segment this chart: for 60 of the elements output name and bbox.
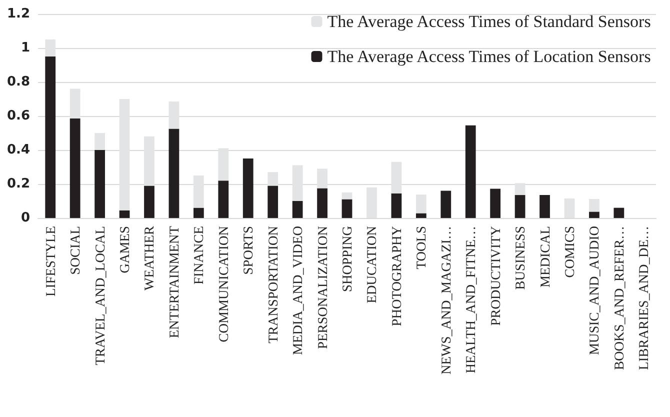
- x-tick-label: PHOTOGRAPHY: [388, 226, 404, 326]
- y-tick-label: 0.6: [6, 108, 30, 124]
- x-tick-label: PRODUCTIVITY: [488, 226, 503, 326]
- y-tick-label: 0.4: [6, 142, 30, 158]
- x-tick-label: TOOLS: [414, 226, 429, 270]
- x-tick-label: ENTERTAINMENT: [166, 225, 182, 338]
- bar: [94, 133, 105, 150]
- bar: [119, 210, 130, 218]
- x-tick-label: MEDICAL: [537, 226, 552, 288]
- bar: [70, 118, 80, 218]
- x-tick-label: TRANSPORTATION: [265, 226, 280, 344]
- bar: [168, 128, 180, 218]
- bar: [589, 212, 600, 218]
- x-tick-label: NEWS_AND_MAGAZI…: [438, 226, 454, 374]
- bar: [490, 188, 501, 218]
- bar: [342, 192, 352, 200]
- bar: [440, 190, 452, 218]
- x-tick-label: FINANCE: [191, 226, 206, 285]
- bar: [589, 198, 600, 212]
- x-tick-label: PERSONALIZATION: [314, 226, 330, 349]
- x-tick-label: TRAVEL_AND_LOCAL: [92, 226, 108, 366]
- x-tick-label: SHOPPING: [340, 226, 354, 292]
- bar: [465, 125, 476, 218]
- bar: [391, 193, 402, 218]
- bar: [193, 208, 204, 218]
- legend-label: The Average Access Times of Standard Sensors: [327, 12, 651, 31]
- y-tick-label: 1.2: [6, 6, 30, 22]
- x-tick-label: MEDIA_AND_VIDEO: [290, 226, 306, 355]
- x-tick-label: LIFESTYLE: [42, 226, 58, 296]
- bar: [416, 213, 426, 218]
- x-tick-label: COMICS: [562, 226, 577, 278]
- x-tick-label: GAMES: [117, 226, 132, 274]
- x-tick-label: MUSIC_AND_AUDIO: [586, 226, 602, 356]
- x-tick-label: BUSINESS: [512, 226, 528, 290]
- y-tick-label: 1: [20, 40, 30, 56]
- x-tick-label: HEALTH_AND_FITNE…: [463, 226, 478, 374]
- bar: [540, 195, 550, 218]
- x-tick-label: COMMUNICATION: [216, 226, 231, 342]
- bar: [144, 186, 154, 218]
- bar: [242, 158, 254, 218]
- x-tick-label: EDUCATION: [364, 226, 380, 304]
- bar: [218, 180, 229, 218]
- legend-label: The Average Access Times of Location Sensors: [327, 47, 651, 66]
- bar: [94, 150, 105, 218]
- bar: [45, 56, 56, 218]
- x-tick-label: LIBRARIES_AND_DE…: [636, 226, 652, 370]
- bar: [416, 194, 426, 214]
- x-tick-label: SOCIAL: [68, 226, 83, 275]
- y-tick-label: 0.8: [6, 74, 30, 90]
- bar: [342, 199, 352, 218]
- bar: [614, 208, 624, 218]
- x-tick-label: SPORTS: [240, 226, 256, 275]
- x-tick-label: WEATHER: [142, 226, 157, 290]
- bar: [514, 195, 526, 218]
- y-tick-label: 0: [20, 210, 30, 226]
- bar: [317, 188, 328, 218]
- y-tick-label: 0.2: [6, 176, 30, 192]
- bar: [268, 186, 278, 218]
- bar: [292, 201, 303, 218]
- x-tick-label: BOOKS_AND_REFER…: [611, 226, 626, 370]
